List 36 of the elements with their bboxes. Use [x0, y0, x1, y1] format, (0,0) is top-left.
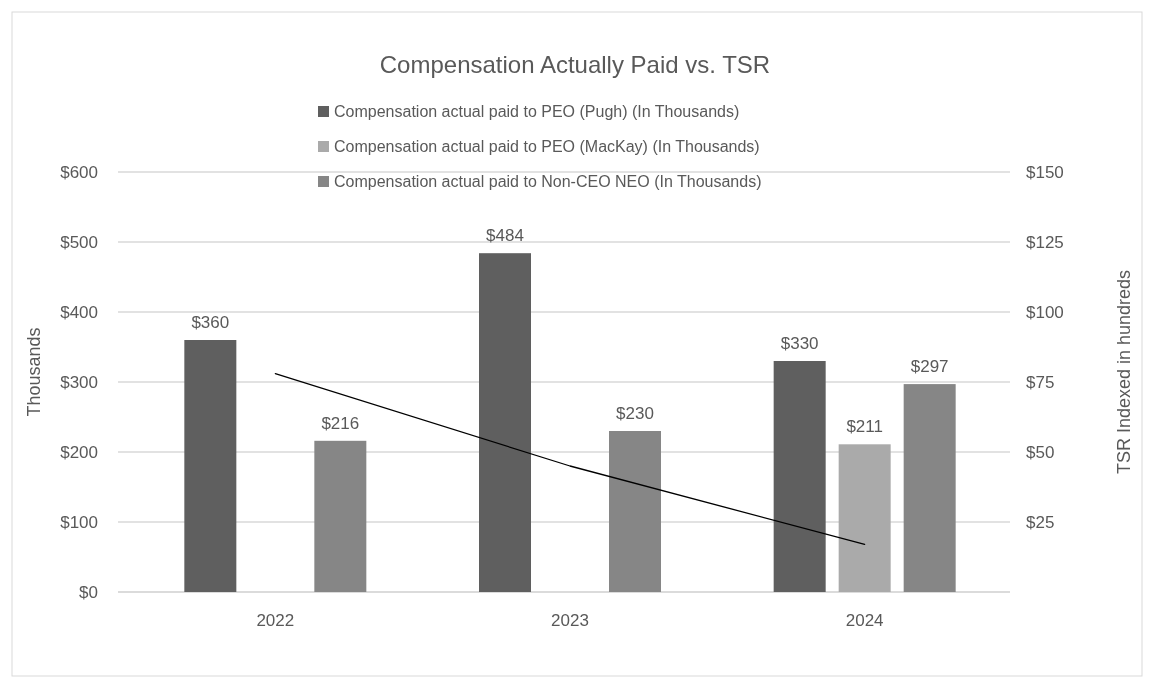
y2-tick-label: $25	[1026, 513, 1055, 532]
data-label: $330	[780, 334, 819, 353]
legend-label: Compensation actual paid to PEO (Pugh) (In Thousands)	[334, 103, 740, 120]
y-tick-label: $500	[60, 233, 98, 252]
x-tick-label: 2024	[845, 611, 884, 630]
chart-title: Compensation Actually Paid vs. TSR	[379, 51, 771, 78]
x-tick-label: 2022	[256, 611, 295, 630]
data-label: $484	[486, 226, 524, 246]
y2-tick-label: $50	[1026, 443, 1055, 462]
y-tick-label: $600	[60, 163, 98, 182]
y2-axis-title: TSR Indexed in hundreds	[1114, 269, 1134, 475]
bar	[479, 253, 531, 592]
bar	[773, 361, 826, 592]
y2-tick-label: $125	[1026, 233, 1064, 252]
data-label: $297	[910, 357, 949, 377]
data-label: $230	[616, 404, 654, 423]
bar	[838, 444, 891, 592]
data-label: $360	[191, 313, 230, 332]
y-tick-label: $300	[60, 373, 98, 392]
y-tick-label: $200	[60, 443, 98, 462]
y2-tick-label: $100	[1026, 303, 1064, 322]
y2-tick-label: $75	[1026, 373, 1055, 392]
y2-tick-label: $150	[1026, 163, 1064, 182]
y-axis-title: Thousands	[24, 327, 44, 417]
legend-label: Compensation actual paid to PEO (MacKay) (In Thousands)	[334, 138, 760, 155]
data-label: $211	[846, 417, 883, 437]
legend-label: Compensation actual paid to Non-CEO NEO (In Thousands)	[334, 173, 762, 190]
data-label: $216	[321, 413, 360, 433]
y-tick-label: $0	[79, 583, 98, 602]
bar	[314, 440, 367, 592]
y-tick-label: $400	[60, 303, 98, 322]
x-tick-label: 2023	[551, 611, 589, 630]
y-tick-label: $100	[60, 513, 98, 532]
bar	[609, 431, 661, 592]
bar	[903, 384, 956, 592]
bar	[184, 340, 237, 592]
